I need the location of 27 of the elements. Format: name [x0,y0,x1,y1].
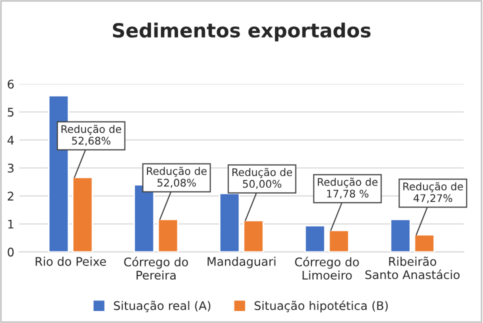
annotation: Redução de 52,08% [146,166,207,188]
legend-label: Situação hipotética (B) [254,300,388,312]
x-tick-label: Rio do Peixe [36,256,106,266]
bar [72,176,94,252]
y-tick-label: 4 [8,136,14,144]
chart-title: Sedimentos exportados [112,22,371,42]
y-tick-label: 6 [8,80,14,89]
x-tick-label: Córrego do Pereira [124,256,188,280]
bar [242,220,264,252]
x-tick-label: Córrego do Limoeiro [295,256,359,280]
x-tick-label: Mandaguari [208,256,276,268]
x-tick-label: Ribeirão Santo Anastácio [365,256,460,280]
legend-label: Situação real (A) [114,300,210,312]
bar [390,218,411,252]
y-tick-label: 1 [8,220,14,228]
bar [328,230,350,252]
annotation: Redução de 52,68% [62,124,122,146]
annotation: Redução de 17,78 % [318,178,378,199]
y-tick-label: 3 [8,164,14,173]
y-tick-label: 0 [8,248,14,257]
bar [304,224,326,252]
bar [157,218,179,252]
bar [414,234,435,252]
y-tick-label: 2 [8,192,14,200]
annotation: Redução de 47,27% [403,182,463,204]
y-tick-label: 5 [8,108,14,117]
annotation: Redução de 50,00% [232,168,292,189]
